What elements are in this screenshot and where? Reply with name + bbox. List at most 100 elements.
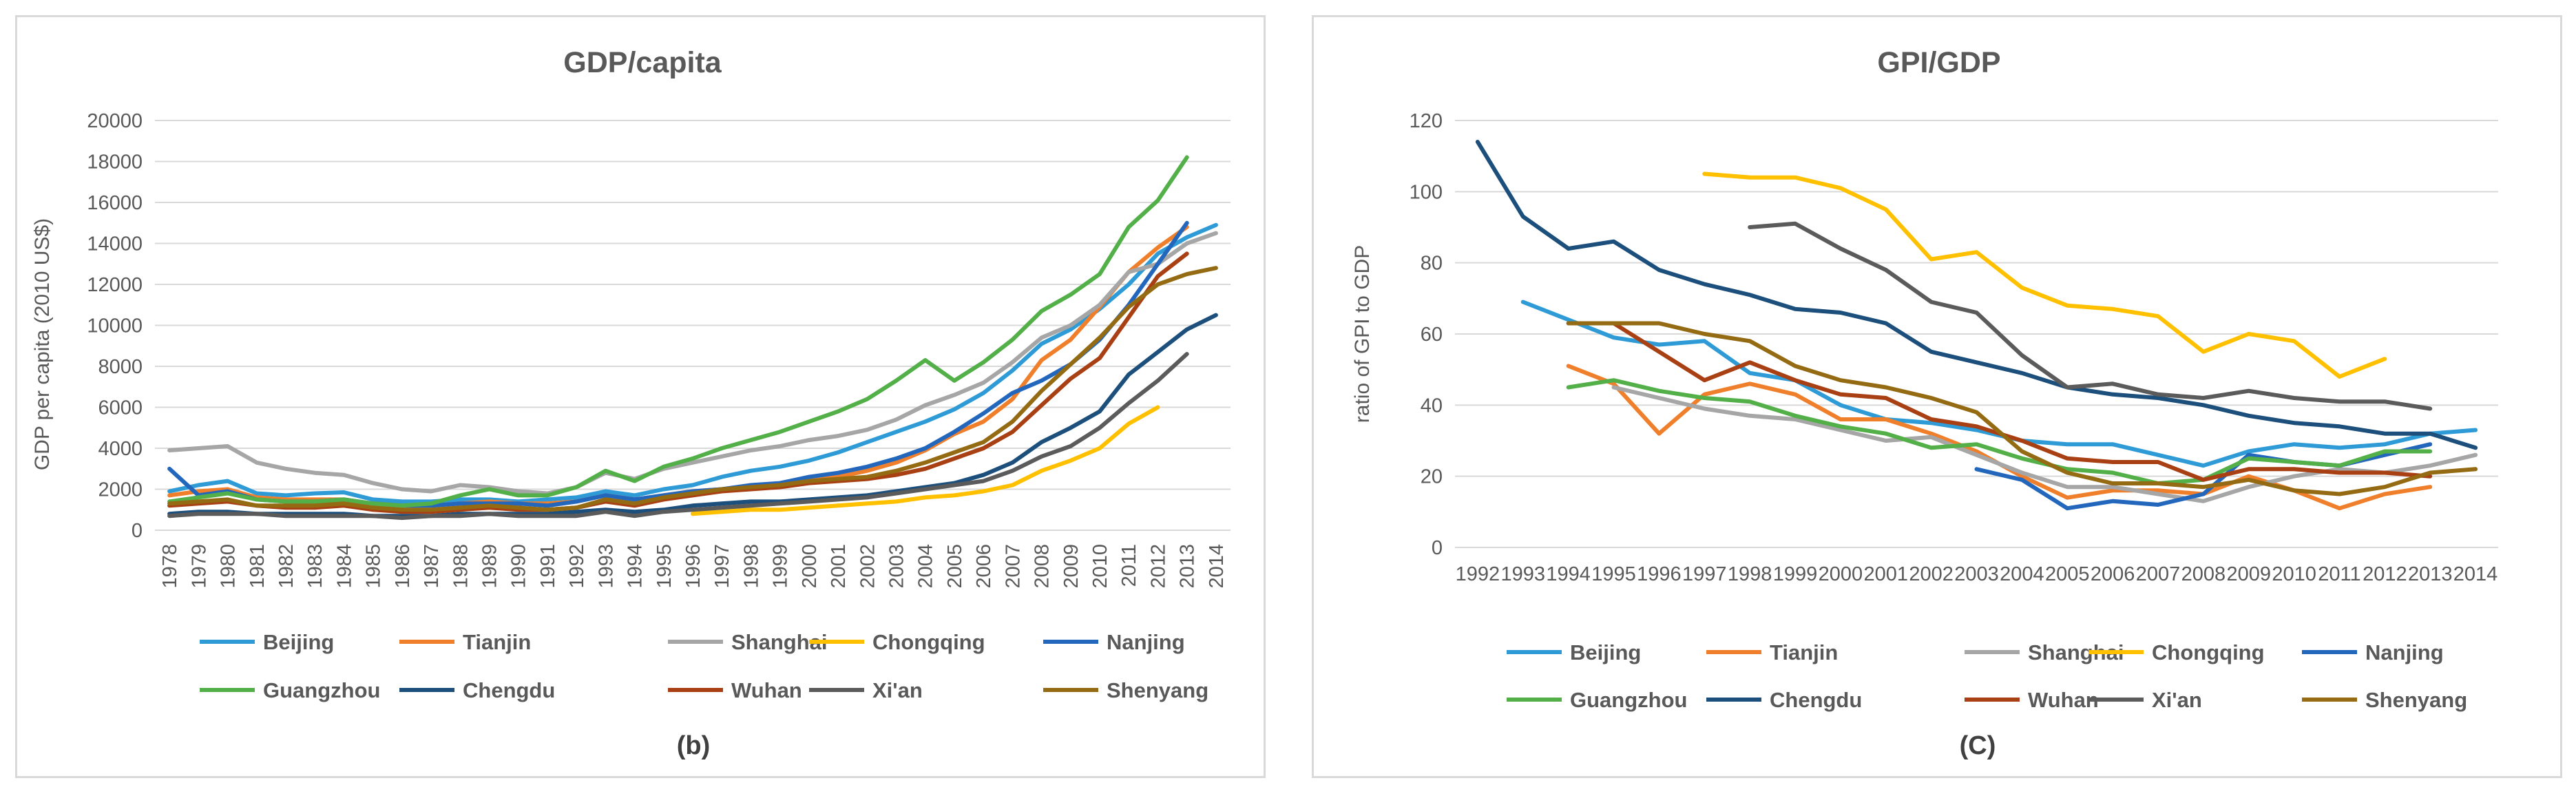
legend-item-tianjin: Tianjin [399, 630, 531, 654]
y-axis-label: ratio of GPI to GDP [1351, 245, 1374, 423]
legend-label: Chongqing [2152, 640, 2265, 664]
legend-label: Nanjing [2365, 640, 2444, 664]
legend-label: Shenyang [1107, 678, 1208, 702]
x-tick-label: 1995 [653, 544, 676, 589]
y-tick-labels: 0 2000 4000 6000 8000 10000 12000 14000 16000 180… [87, 110, 143, 542]
series-line-chongqing [691, 405, 1160, 516]
legend-item-xi-an: Xi'an [809, 678, 923, 702]
legend-label: Tianjin [1770, 640, 1838, 664]
x-tick-label: 2013 [1177, 544, 1199, 589]
legend-item-guangzhou: Guangzhou [1507, 688, 1687, 712]
x-tick-label: 1988 [450, 544, 472, 589]
legend: Beijing Tianjin Shanghai Chongqing NanjingGu… [200, 630, 1208, 702]
legend-label: Chongqing [872, 630, 985, 654]
x-tick-label: 2008 [1032, 544, 1054, 589]
y-tick-label: 4000 [98, 438, 143, 460]
grid-lines [155, 120, 1231, 531]
x-tick-label: 1997 [1682, 563, 1727, 585]
legend-label: Xi'an [2152, 688, 2202, 712]
legend-item-shenyang: Shenyang [1043, 678, 1208, 702]
x-tick-label: 2001 [828, 544, 850, 589]
legend-item-shanghai: Shanghai [668, 630, 828, 654]
x-tick-label: 1987 [421, 544, 443, 589]
series-lines [167, 155, 1218, 521]
y-tick-label: 0 [1432, 537, 1443, 559]
legend-label: Wuhan [731, 678, 802, 702]
gpi-gdp-ratio-chart-panel: GPI/GDP ratio of GPI to GDP 0 20 40 60 80 100… [1312, 15, 2562, 778]
x-tick-label: 1985 [363, 544, 385, 589]
legend-item-chongqing: Chongqing [2088, 640, 2265, 664]
legend-item-beijing: Beijing [200, 630, 334, 654]
legend-label: Chengdu [1770, 688, 1862, 712]
x-tick-label: 1994 [1546, 563, 1591, 585]
x-tick-label: 1994 [625, 544, 647, 589]
y-axis-label: GDP per capita (2010 US$) [31, 218, 54, 470]
legend: Beijing Tianjin Shanghai Chongqing NanjingGu… [1507, 640, 2467, 712]
legend-label: Shenyang [2365, 688, 2467, 712]
x-tick-label: 2014 [2453, 563, 2498, 585]
legend-item-chengdu: Chengdu [399, 678, 555, 702]
legend-item-shenyang: Shenyang [2302, 688, 2467, 712]
legend-item-beijing: Beijing [1507, 640, 1641, 664]
x-tick-label: 1981 [247, 544, 269, 589]
x-tick-label: 2011 [1118, 544, 1140, 587]
x-tick-label: 1983 [304, 544, 326, 589]
x-tick-label: 2004 [915, 544, 937, 589]
y-tick-label: 14000 [87, 233, 143, 255]
series-line-guangzhou [1566, 378, 2433, 485]
y-tick-label: 100 [1410, 181, 1443, 203]
legend-item-nanjing: Nanjing [2302, 640, 2444, 664]
x-tick-labels: 1978 1979 1980 1981 1982 1983 1984 1985 1986 1987… [159, 544, 1228, 589]
x-tick-label: 1993 [595, 544, 617, 589]
series-line-beijing [167, 222, 1218, 504]
x-tick-label: 1999 [770, 544, 792, 589]
legend-item-tianjin: Tianjin [1706, 640, 1838, 664]
y-tick-label: 6000 [98, 397, 143, 419]
chart-title: GDP/capita [563, 46, 722, 79]
y-tick-label: 12000 [87, 274, 143, 296]
legend-label: Wuhan [2028, 688, 2099, 712]
y-tick-label: 40 [1421, 395, 1443, 417]
x-tick-label: 1984 [333, 544, 355, 589]
y-tick-label: 20000 [87, 110, 143, 132]
x-tick-label: 2003 [1954, 563, 1999, 585]
legend-label: Guangzhou [1570, 688, 1687, 712]
x-tick-label: 2010 [1089, 544, 1111, 589]
x-tick-label: 1998 [740, 544, 762, 589]
y-tick-label: 16000 [87, 192, 143, 214]
y-tick-label: 2000 [98, 479, 143, 501]
grid-lines [1455, 120, 2498, 548]
y-tick-label: 80 [1421, 253, 1443, 275]
x-tick-label: 1990 [508, 544, 530, 589]
legend-label: Guangzhou [263, 678, 380, 702]
x-tick-label: 1999 [1773, 563, 1818, 585]
gdp-per-capita-chart: GDP/capita GDP per capita (2010 US$) 0 20… [31, 46, 1231, 760]
legend-label: Tianjin [463, 630, 531, 654]
x-tick-label: 2003 [886, 544, 908, 589]
x-tick-label: 2002 [1909, 563, 1954, 585]
x-tick-label: 2007 [2136, 563, 2181, 585]
series-line-shenyang [167, 266, 1218, 512]
x-tick-label: 2014 [1206, 544, 1228, 589]
x-tick-label: 2013 [2408, 563, 2453, 585]
y-tick-label: 18000 [87, 151, 143, 174]
gpi-gdp-ratio-chart: GPI/GDP ratio of GPI to GDP 0 20 40 60 80 100… [1351, 46, 2498, 760]
x-tick-label: 1979 [188, 544, 210, 589]
figure-caption: (C) [1960, 731, 1996, 760]
legend-item-xi-an: Xi'an [2088, 688, 2202, 712]
x-tick-label: 2007 [1002, 544, 1024, 589]
x-tick-label: 2001 [1864, 563, 1909, 585]
x-tick-labels: 1992 1993 1994 1995 1996 1997 1998 1999 2000 2001… [1456, 563, 2498, 585]
x-tick-label: 1982 [275, 544, 297, 589]
y-tick-label: 0 [132, 520, 143, 542]
series-line-chengdu [1475, 140, 2478, 450]
x-tick-label: 1978 [159, 544, 181, 589]
x-tick-label: 1992 [566, 544, 588, 589]
y-tick-label: 120 [1410, 110, 1443, 132]
x-tick-label: 1996 [682, 544, 704, 589]
y-tick-label: 60 [1421, 324, 1443, 346]
legend-item-guangzhou: Guangzhou [200, 678, 380, 702]
x-tick-label: 1989 [479, 544, 501, 589]
series-lines [1475, 140, 2478, 511]
series-line-xi-an [167, 352, 1189, 521]
